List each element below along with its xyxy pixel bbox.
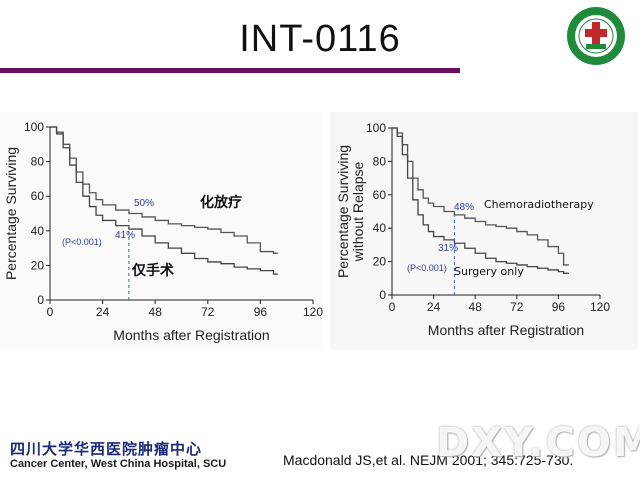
right-chart-panel [330, 112, 638, 350]
series-label: 仅手术 [131, 262, 174, 279]
y-tick-label: 40 [373, 221, 387, 235]
y-tick-label: 40 [31, 224, 45, 238]
x-tick-label: 48 [149, 305, 163, 319]
x-tick-label: 120 [590, 300, 610, 314]
x-tick-label: 24 [96, 305, 110, 319]
y-tick-label: 60 [31, 189, 45, 203]
institution-name-en: Cancer Center, West China Hospital, SCU [10, 458, 227, 470]
hospital-seal-logo [567, 7, 625, 65]
chart-overall-survival: 0 24 48 72 96 120 0 20 40 60 80 100 Months after Reg… [3, 120, 323, 343]
y-tick-label: 20 [373, 255, 387, 269]
y-tick-label: 100 [24, 120, 44, 134]
y-tick-label: 0 [37, 293, 44, 307]
lower-percent-annotation: 41% [115, 230, 135, 241]
upper-percent-annotation: 48% [454, 202, 474, 213]
x-tick-label: 72 [510, 300, 524, 314]
series-label: 化放疗 [200, 194, 242, 211]
title-underline-bar [0, 68, 460, 73]
institution-name-cn: 四川大学华西医院肿瘤中心 [10, 440, 203, 458]
y-axis-label: without Relapse [350, 161, 366, 262]
survival-curve-control [392, 127, 569, 274]
y-tick-label: 20 [31, 258, 45, 272]
p-value-annotation: (P<0.001) [407, 263, 447, 273]
lower-percent-annotation: 31% [438, 243, 458, 254]
left-chart-panel [0, 112, 322, 350]
survival-curve-treatment [392, 127, 569, 266]
slide-title: INT-0116 [239, 18, 401, 60]
p-value-annotation: (P<0.001) [62, 237, 102, 247]
y-tick-label: 100 [366, 121, 386, 135]
chart-relapse-free-survival: 0 24 48 72 96 120 0 20 40 60 80 100 Months after Reg… [335, 121, 610, 338]
y-tick-label: 60 [373, 188, 387, 202]
watermark-text: DXY.COM [436, 420, 640, 466]
x-tick-label: 72 [201, 305, 215, 319]
x-tick-label: 120 [303, 305, 323, 319]
x-axis-label: Months after Registration [113, 327, 269, 343]
x-tick-label: 48 [469, 300, 483, 314]
y-tick-label: 80 [31, 155, 45, 169]
y-axis-label: Percentage Surviving [3, 147, 19, 280]
y-tick-label: 80 [373, 154, 387, 168]
x-axis-label: Months after Registration [428, 322, 584, 338]
x-tick-label: 0 [389, 300, 396, 314]
y-axis-label: Percentage Surviving [335, 145, 351, 278]
x-tick-label: 24 [427, 300, 441, 314]
survival-curve-treatment [50, 126, 278, 254]
x-tick-label: 96 [552, 300, 566, 314]
series-label: Chemoradiotherapy [484, 198, 594, 211]
upper-percent-annotation: 50% [134, 198, 154, 209]
x-tick-label: 96 [254, 305, 268, 319]
survival-curve-control [50, 126, 278, 275]
citation-text: Macdonald JS,et al. NEJM 2001; 345:725-7… [283, 452, 574, 468]
y-tick-label: 0 [379, 288, 386, 302]
x-tick-label: 0 [47, 305, 54, 319]
series-label: Surgery only [454, 265, 524, 278]
